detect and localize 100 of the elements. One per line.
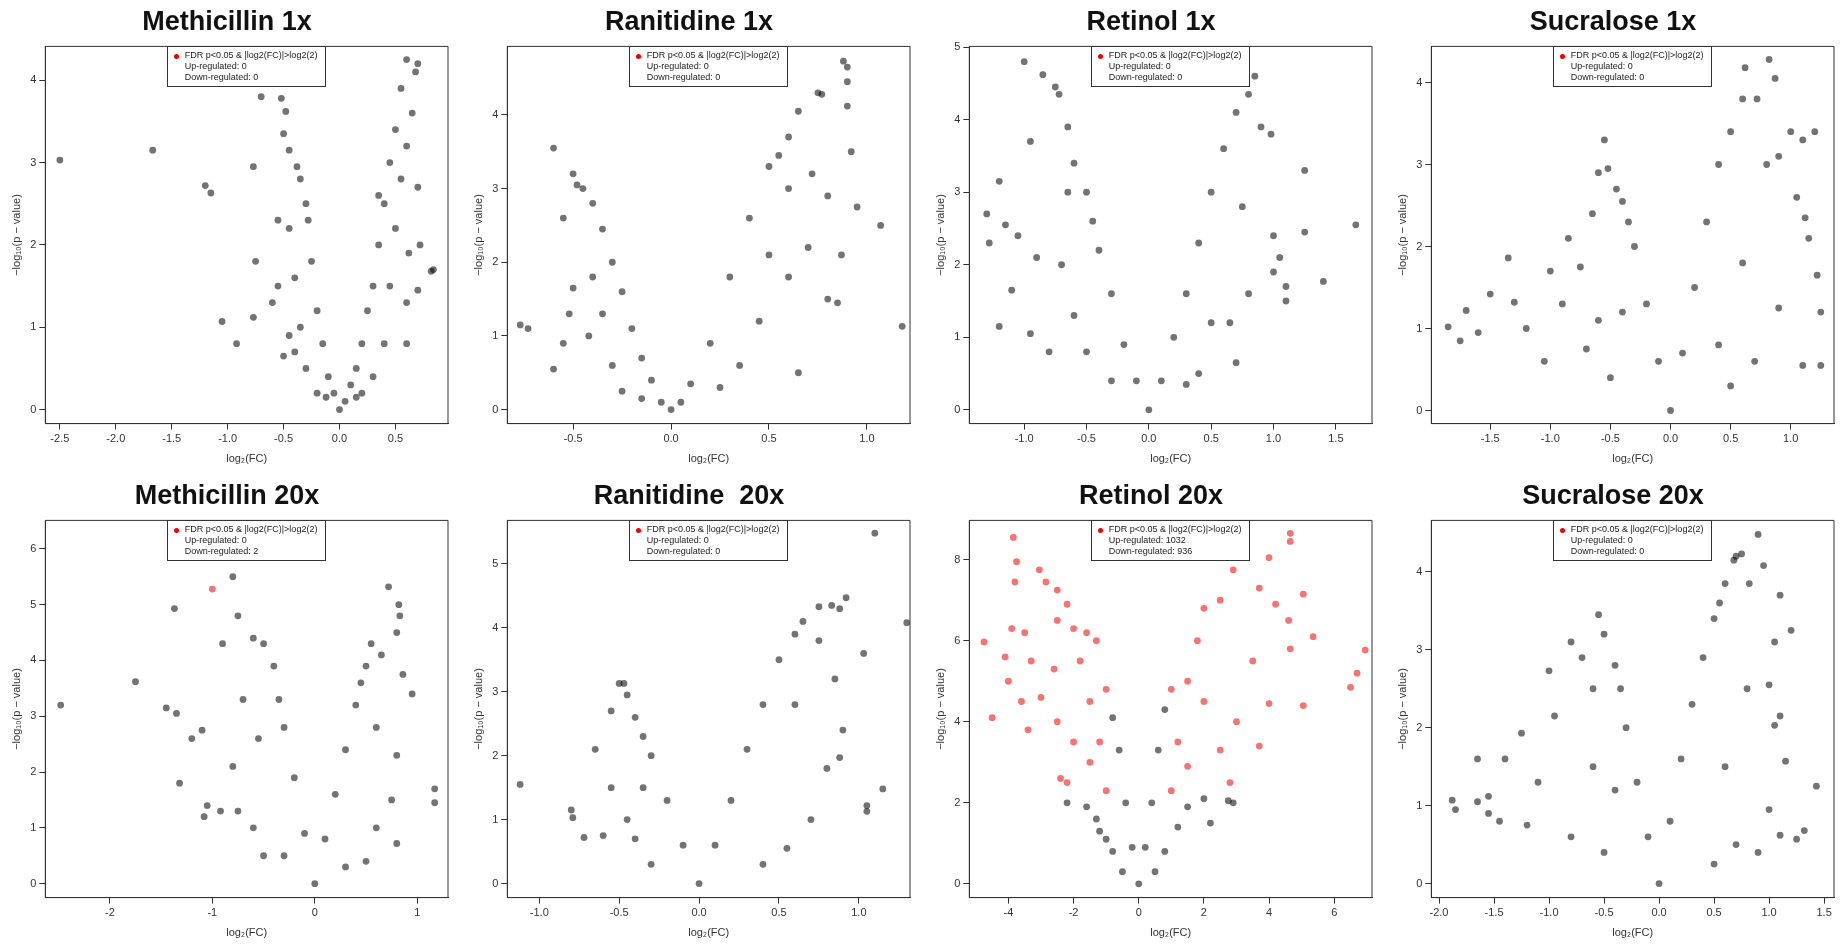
point <box>399 671 407 678</box>
point <box>623 691 631 699</box>
y-tick-label: 4 <box>492 620 499 633</box>
annotation: Up-regulated: 0 <box>1569 535 1634 547</box>
point <box>1622 724 1630 732</box>
x-tick-label: -0.5 <box>609 906 629 919</box>
y-tick-label: 3 <box>492 181 499 194</box>
point <box>839 726 847 734</box>
x-tick-label: -1.0 <box>1539 906 1559 919</box>
point <box>1776 591 1784 599</box>
point <box>208 585 216 593</box>
point <box>301 830 308 837</box>
point <box>639 784 647 792</box>
point <box>290 774 298 782</box>
point <box>176 779 183 787</box>
y-tick-label: 2 <box>954 257 961 270</box>
point <box>836 605 844 613</box>
point <box>639 733 647 740</box>
point <box>1474 755 1481 763</box>
point <box>1002 221 1009 229</box>
point <box>785 133 792 141</box>
x-tick-label: -4 <box>1003 906 1014 919</box>
point <box>1633 778 1641 786</box>
x-axis-title: log₂(FC) <box>1150 452 1192 465</box>
point <box>372 824 380 832</box>
point <box>331 790 339 798</box>
point <box>1051 83 1059 91</box>
point <box>1501 755 1509 763</box>
y-tick-label: 0 <box>954 402 961 415</box>
point <box>311 880 319 888</box>
point <box>842 594 850 602</box>
chart-title: Methicillin 20x <box>134 479 320 510</box>
x-tick-label: -1.0 <box>1014 432 1034 445</box>
point <box>1589 685 1597 693</box>
point <box>824 295 832 303</box>
point <box>1715 161 1722 168</box>
point <box>1805 234 1813 242</box>
point <box>1727 382 1735 390</box>
point <box>565 310 573 318</box>
x-tick-label: 0 <box>1135 906 1142 919</box>
x-tick-label: -2.0 <box>106 432 126 445</box>
x-tick-label: -0.5 <box>1594 906 1614 919</box>
point <box>385 583 392 591</box>
point <box>1760 562 1767 569</box>
point <box>1545 667 1553 675</box>
point <box>727 797 735 804</box>
x-tick-label: 0 <box>311 906 318 919</box>
annotation: Up-regulated: 0 <box>183 535 248 547</box>
y-tick-label: 5 <box>954 40 961 53</box>
point <box>1776 712 1784 720</box>
point <box>1600 630 1608 638</box>
annotation: Down-regulated: 936 <box>1107 546 1194 558</box>
point <box>995 323 1003 330</box>
point <box>1119 868 1126 876</box>
y-tick-label: 0 <box>492 876 499 889</box>
point <box>260 852 267 860</box>
point <box>569 814 577 822</box>
point <box>871 529 879 537</box>
point <box>804 244 812 251</box>
point <box>1456 337 1464 345</box>
point <box>628 325 636 332</box>
point <box>219 640 226 648</box>
point <box>1301 228 1309 236</box>
point <box>1251 72 1259 80</box>
point <box>1220 145 1228 153</box>
point <box>1611 786 1619 794</box>
point <box>234 807 242 815</box>
point <box>1667 407 1674 414</box>
point <box>1753 95 1761 103</box>
y-tick-label: 3 <box>30 709 37 722</box>
point <box>638 354 646 362</box>
point <box>591 745 599 753</box>
point <box>567 806 575 814</box>
y-tick-label: 1 <box>30 320 37 333</box>
point <box>599 832 607 839</box>
legend-label: FDR p<0.05 & |log2(FC)|>log2(2) <box>184 50 318 61</box>
point <box>823 765 831 772</box>
y-axis-title: −log₁₀(p − value) <box>1395 194 1408 276</box>
y-axis-title: −log₁₀(p − value) <box>933 194 946 276</box>
point <box>843 102 851 110</box>
y-tick-label: 4 <box>1416 75 1423 88</box>
chart-title: Sucralose 1x <box>1529 5 1697 36</box>
y-tick-label: 0 <box>30 876 37 889</box>
point <box>1008 286 1016 294</box>
point <box>275 696 283 703</box>
point <box>550 144 557 152</box>
point <box>1270 268 1277 276</box>
point <box>1604 165 1612 172</box>
y-tick-label: 0 <box>30 402 37 415</box>
point <box>249 634 257 642</box>
point <box>1132 377 1140 385</box>
point <box>1800 827 1808 834</box>
x-tick-label: 0.5 <box>761 432 777 445</box>
y-tick-label: 1 <box>492 812 499 825</box>
point <box>200 813 208 821</box>
point <box>1567 638 1575 646</box>
point <box>1776 831 1784 839</box>
point <box>755 317 763 325</box>
x-tick-label: -1.0 <box>218 432 238 445</box>
point <box>1745 580 1753 587</box>
